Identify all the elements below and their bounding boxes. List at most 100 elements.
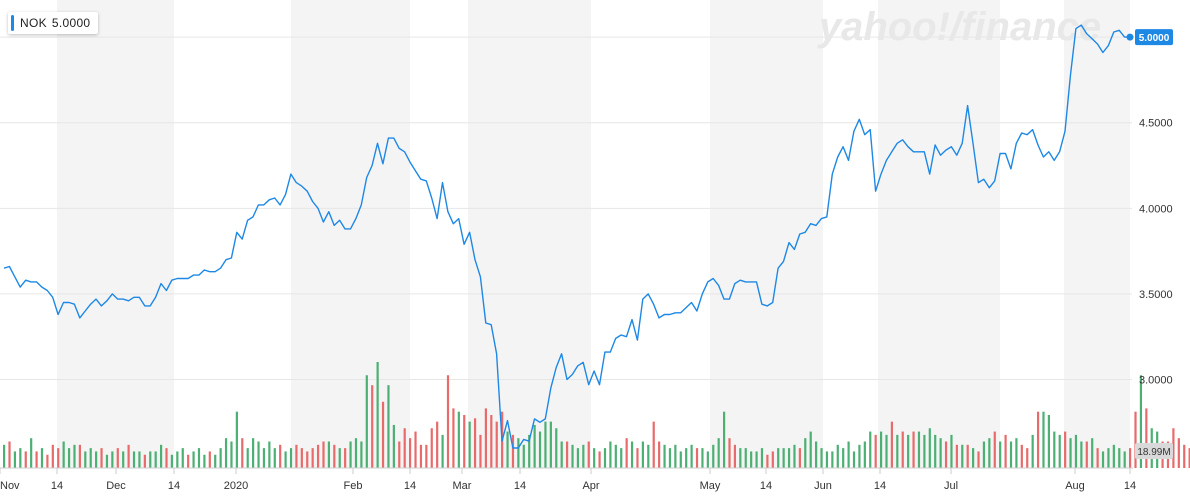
ticker-legend[interactable]: NOK 5.0000 <box>8 12 99 34</box>
volume-bar <box>13 451 17 468</box>
volume-bar <box>836 444 839 468</box>
x-tick-label: Feb <box>344 480 363 492</box>
volume-bar <box>972 448 975 468</box>
volume-bars <box>3 362 1190 468</box>
volume-bar <box>241 438 244 468</box>
volume-bar <box>1134 411 1137 468</box>
volume-bar <box>235 411 238 468</box>
volume-bar <box>641 441 644 468</box>
volume-bar <box>484 408 487 468</box>
volume-bar <box>555 428 558 468</box>
volume-bar <box>728 438 731 468</box>
volume-bar <box>279 444 282 468</box>
y-tick-label: 3.0000 <box>1139 375 1173 387</box>
volume-bar <box>24 451 27 468</box>
volume-bar <box>582 444 585 468</box>
volume-bar <box>755 451 758 468</box>
volume-bar <box>538 431 542 468</box>
volume-bar <box>116 448 119 468</box>
volume-bar <box>652 421 655 468</box>
volume-bar <box>798 448 801 468</box>
x-tick-label: 14 <box>168 480 180 492</box>
volume-bar <box>961 444 964 468</box>
volume-bar <box>1145 408 1148 468</box>
volume-bar <box>977 451 980 468</box>
volume-bar <box>1188 448 1190 468</box>
x-tick-label: 14 <box>51 480 63 492</box>
y-axis: 3.0000 3.5000 4.0000 4.5000 <box>1139 118 1173 387</box>
volume-bar <box>771 451 774 468</box>
volume-bar <box>51 444 54 468</box>
volume-bar <box>78 444 81 468</box>
volume-bar <box>446 375 450 468</box>
volume-bar <box>230 441 233 468</box>
volume-bar <box>192 451 195 468</box>
volume-bar <box>1036 411 1040 468</box>
volume-bar <box>1009 441 1013 468</box>
x-tick-label: Mar <box>453 480 472 492</box>
volume-bar <box>344 448 347 468</box>
volume-bar <box>896 434 899 468</box>
volume-bar <box>338 448 341 468</box>
volume-bar <box>685 448 688 468</box>
volume-bar <box>609 441 612 468</box>
volume-bar <box>528 434 531 468</box>
volume-bar <box>490 415 493 468</box>
volume-bar <box>46 454 49 468</box>
volume-bar <box>165 448 168 468</box>
volume-bar <box>268 441 271 468</box>
volume-bar <box>831 451 834 468</box>
volume-bar <box>122 451 125 468</box>
volume-bar <box>289 448 293 468</box>
volume-bar <box>327 441 331 468</box>
volume-bar <box>863 441 866 468</box>
volume-bar <box>273 448 276 468</box>
volume-bar <box>966 444 969 468</box>
volume-bar <box>246 448 249 468</box>
volume-bar <box>928 428 931 468</box>
volume-bar <box>804 438 807 468</box>
volume-bar <box>917 431 921 468</box>
volume-bar <box>252 438 255 468</box>
x-tick-label: Apr <box>582 480 599 492</box>
volume-bar <box>430 428 433 468</box>
volume-bar <box>1091 438 1094 468</box>
volume-bar <box>105 454 109 468</box>
volume-bar <box>842 448 845 468</box>
volume-bar <box>544 421 547 468</box>
volume-bar <box>593 448 596 468</box>
volume-bar <box>993 431 996 468</box>
volume-bar <box>1058 434 1061 468</box>
volume-badge <box>1135 443 1173 459</box>
volume-bar <box>939 438 942 468</box>
volume-bar <box>1139 375 1143 468</box>
volume-bar <box>381 401 385 468</box>
volume-bar <box>468 421 471 468</box>
month-band <box>1064 0 1130 468</box>
volume-bar <box>701 448 704 468</box>
volume-bar <box>907 434 910 468</box>
volume-bar <box>100 448 103 468</box>
ticker-symbol: NOK <box>20 16 47 30</box>
volume-bar <box>733 444 737 468</box>
volume-bar <box>479 434 482 468</box>
volume-bar <box>809 431 812 468</box>
volume-bar <box>154 451 157 468</box>
yahoo-finance-watermark: yahoo!/finance <box>817 5 1101 49</box>
month-band <box>468 0 591 468</box>
volume-bar <box>549 421 552 468</box>
volume-bar <box>132 451 136 468</box>
volume-bar <box>1183 444 1186 468</box>
volume-bar <box>403 428 406 468</box>
volume-bar <box>19 448 22 468</box>
month-band <box>878 0 1000 468</box>
volume-bar <box>766 454 769 468</box>
volume-bar <box>874 434 877 468</box>
volume-bar <box>387 385 390 468</box>
volume-bar <box>1031 434 1034 468</box>
volume-bar <box>988 438 991 468</box>
x-tick-label: 14 <box>1124 480 1136 492</box>
volume-bar <box>760 448 764 468</box>
volume-bar <box>138 451 141 468</box>
volume-bar <box>620 448 623 468</box>
